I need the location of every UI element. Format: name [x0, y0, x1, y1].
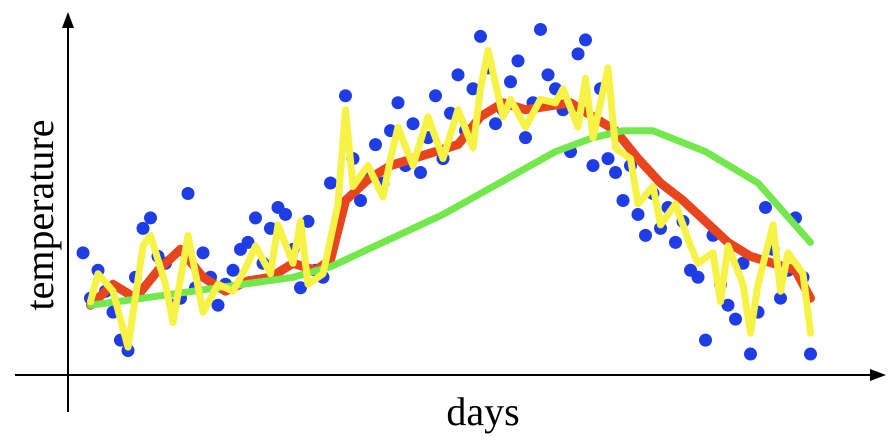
data-point — [339, 89, 352, 103]
data-point — [474, 29, 487, 43]
data-point — [691, 270, 705, 284]
plot-area — [76, 22, 817, 361]
data-point — [451, 68, 465, 82]
data-point — [579, 33, 592, 47]
data-point — [669, 235, 682, 249]
data-point — [774, 291, 787, 305]
data-point — [354, 193, 367, 207]
data-point — [211, 298, 225, 312]
data-point — [504, 75, 517, 89]
data-point — [519, 131, 532, 145]
data-point — [759, 200, 772, 214]
data-point — [571, 47, 585, 61]
data-point — [639, 228, 652, 242]
data-point — [76, 246, 90, 260]
data-point — [729, 312, 742, 326]
data-point — [586, 159, 600, 173]
data-point — [511, 54, 525, 68]
y-axis-label: temperature — [17, 120, 62, 311]
data-point — [699, 333, 712, 347]
smoothed-line — [87, 46, 814, 351]
data-point — [279, 207, 292, 221]
data-point — [406, 117, 420, 131]
data-point — [541, 68, 555, 82]
smoothed-line — [87, 127, 814, 309]
data-point — [249, 211, 262, 225]
x-axis-label: days — [446, 389, 519, 434]
data-point — [226, 263, 240, 277]
data-point — [429, 89, 442, 103]
data-point — [609, 166, 622, 180]
data-point — [466, 82, 480, 96]
data-point — [601, 152, 615, 166]
data-point — [144, 211, 157, 225]
data-point — [631, 207, 645, 221]
data-point — [136, 221, 150, 235]
data-point — [489, 117, 502, 131]
data-point — [534, 22, 547, 36]
y-axis-arrow — [62, 12, 74, 28]
data-point — [414, 166, 427, 180]
data-point — [181, 187, 195, 200]
data-point — [369, 138, 382, 152]
data-point — [196, 246, 210, 260]
data-point — [744, 347, 757, 361]
data-point — [294, 281, 307, 295]
data-point — [616, 193, 630, 207]
data-point — [241, 235, 255, 249]
data-point — [324, 176, 337, 190]
data-point — [721, 298, 735, 312]
x-axis-arrow — [870, 369, 886, 381]
data-point — [301, 214, 315, 228]
data-point — [804, 347, 817, 361]
data-point — [391, 96, 405, 110]
